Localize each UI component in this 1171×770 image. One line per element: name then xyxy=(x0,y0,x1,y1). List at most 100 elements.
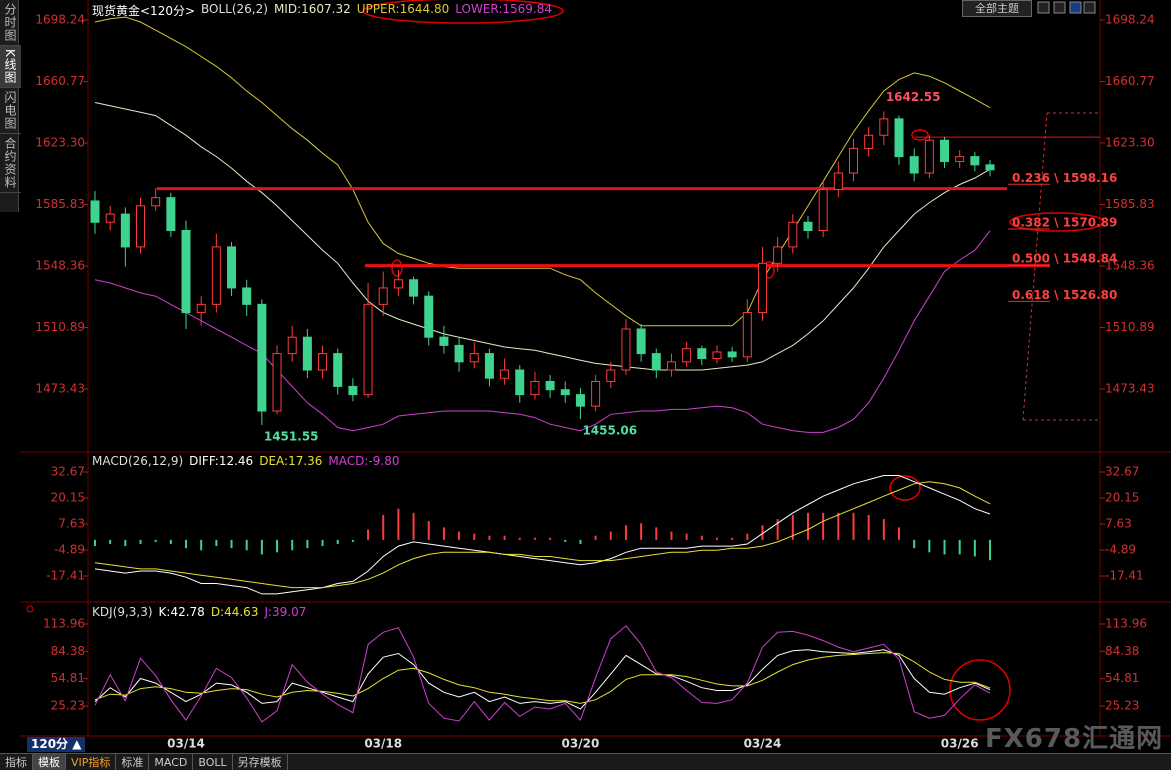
y-tick-label: 1660.77 xyxy=(35,74,85,88)
candle-body xyxy=(211,246,221,305)
candle-body xyxy=(712,351,722,360)
candle-body xyxy=(393,279,403,289)
y-tick-label: 7.63 xyxy=(1105,517,1132,531)
bottom-tab[interactable]: VIP指标 xyxy=(66,754,117,770)
indicator-name: MACD(26,12,9) xyxy=(92,454,184,468)
candle-body xyxy=(272,353,282,412)
candle-body xyxy=(985,164,995,171)
candle-body xyxy=(894,118,904,158)
indicator-name: KDJ(9,3,3) xyxy=(92,605,153,619)
indicator-line xyxy=(94,16,991,327)
bottom-tab[interactable]: BOLL xyxy=(193,754,233,770)
candle-body xyxy=(757,262,767,314)
candle-body xyxy=(955,156,965,163)
x-tick-label: 03/20 xyxy=(562,737,600,751)
window-buttons xyxy=(1037,1,1096,14)
indicator-line xyxy=(94,102,991,371)
price-annotation: 1455.06 xyxy=(582,424,637,438)
kdj-header: KDJ(9,3,3) K:42.78 D:44.63 J:39.07 xyxy=(92,605,306,619)
y-tick-label: 1623.30 xyxy=(35,136,85,150)
fib-label: 0.618 \ 1526.80 xyxy=(1012,288,1117,302)
y-tick-label: -17.41 xyxy=(46,569,85,583)
button[interactable] xyxy=(1053,1,1066,14)
x-tick-label: 03/24 xyxy=(744,737,782,751)
candle-body xyxy=(287,336,297,355)
candle-body xyxy=(742,312,752,358)
candle-body xyxy=(120,213,130,248)
candle-body xyxy=(424,295,434,338)
legend-entry: LOWER:1569.84 xyxy=(455,2,553,16)
candle-body xyxy=(864,134,874,149)
candle-body xyxy=(697,348,707,360)
indicator-name: BOLL(26,2) xyxy=(201,2,268,16)
candle-body xyxy=(545,381,555,391)
y-tick-label: 113.96 xyxy=(1105,617,1147,631)
period-selector[interactable]: 120分 ▲ xyxy=(27,737,86,752)
candle-body xyxy=(651,353,661,371)
button[interactable] xyxy=(1083,1,1096,14)
fib-label: 0.382 \ 1570.89 xyxy=(1012,216,1117,230)
indicator-line xyxy=(94,649,991,710)
y-tick-label: -4.89 xyxy=(1105,543,1136,557)
y-tick-label: 7.63 xyxy=(58,517,85,531)
sidebar-tab[interactable]: 合约资料 xyxy=(0,134,21,193)
candle-body xyxy=(439,336,449,346)
y-tick-label: -17.41 xyxy=(1105,569,1144,583)
y-tick-label: 32.67 xyxy=(1105,465,1139,479)
candle-body xyxy=(409,279,419,297)
candle-body xyxy=(849,147,858,174)
legend-entry: DIFF:12.46 xyxy=(189,454,254,468)
y-tick-label: 1585.83 xyxy=(1105,197,1155,211)
sidebar-tab[interactable]: 闪电图 xyxy=(0,88,21,134)
sidebar-tab[interactable]: 分时图 xyxy=(0,0,21,46)
candle-body xyxy=(515,369,525,396)
candle-body xyxy=(818,188,828,231)
y-tick-label: 1623.30 xyxy=(1105,136,1155,150)
sidebar-tab[interactable]: K线图 xyxy=(0,46,21,88)
y-tick-label: 1585.83 xyxy=(35,197,85,211)
bottom-tab[interactable]: 模板 xyxy=(33,754,66,770)
legend-entry: D:44.63 xyxy=(210,605,259,619)
bottom-tab[interactable]: 另存模板 xyxy=(233,754,288,770)
y-tick-label: 1548.36 xyxy=(35,259,85,273)
y-tick-label: 1473.43 xyxy=(1105,382,1155,396)
button[interactable] xyxy=(1037,1,1050,14)
legend-entry: MACD:-9.80 xyxy=(328,454,400,468)
highlight-circle xyxy=(391,259,403,277)
highlight-circle xyxy=(889,475,921,501)
y-tick-label: 1660.77 xyxy=(1105,74,1155,88)
candle-body xyxy=(727,351,737,358)
candle-body xyxy=(621,328,631,371)
indicator-line xyxy=(94,475,991,595)
button[interactable] xyxy=(1069,1,1082,14)
candle-body xyxy=(666,361,676,371)
candle-body xyxy=(636,328,646,355)
candle-body xyxy=(181,229,191,314)
bottom-tab[interactable]: 指标 xyxy=(0,754,33,770)
legend-entry: DEA:17.36 xyxy=(259,454,323,468)
candle-body xyxy=(136,205,146,248)
highlight-circle xyxy=(911,129,929,141)
candle-body xyxy=(833,172,843,190)
indicator-line xyxy=(94,481,991,589)
highlight-circle xyxy=(1009,212,1105,232)
candle-body xyxy=(227,246,237,289)
main-header: 现货黄金<120分> BOLL(26,2) MID:1607.32 UPPER:164… xyxy=(92,2,552,19)
chart-title: 现货黄金<120分> xyxy=(92,4,196,18)
bottom-tab[interactable]: 标准 xyxy=(116,754,150,770)
candle-body xyxy=(803,221,813,231)
y-tick-label: 32.67 xyxy=(51,465,85,479)
theme-menu[interactable]: 全部主题 xyxy=(962,0,1032,17)
candle-body xyxy=(454,344,464,363)
y-tick-label: 1698.24 xyxy=(1105,13,1155,27)
y-tick-label: 20.15 xyxy=(1105,491,1139,505)
y-tick-label: 1548.36 xyxy=(1105,259,1155,273)
y-tick-label: 20.15 xyxy=(51,491,85,505)
candle-body xyxy=(242,287,252,305)
price-annotation: 1451.55 xyxy=(264,429,319,443)
y-tick-label: 1473.43 xyxy=(35,382,85,396)
bottom-tab[interactable]: MACD xyxy=(149,754,194,770)
y-tick-label: 84.38 xyxy=(1105,644,1139,658)
highlight-circle xyxy=(362,0,564,24)
